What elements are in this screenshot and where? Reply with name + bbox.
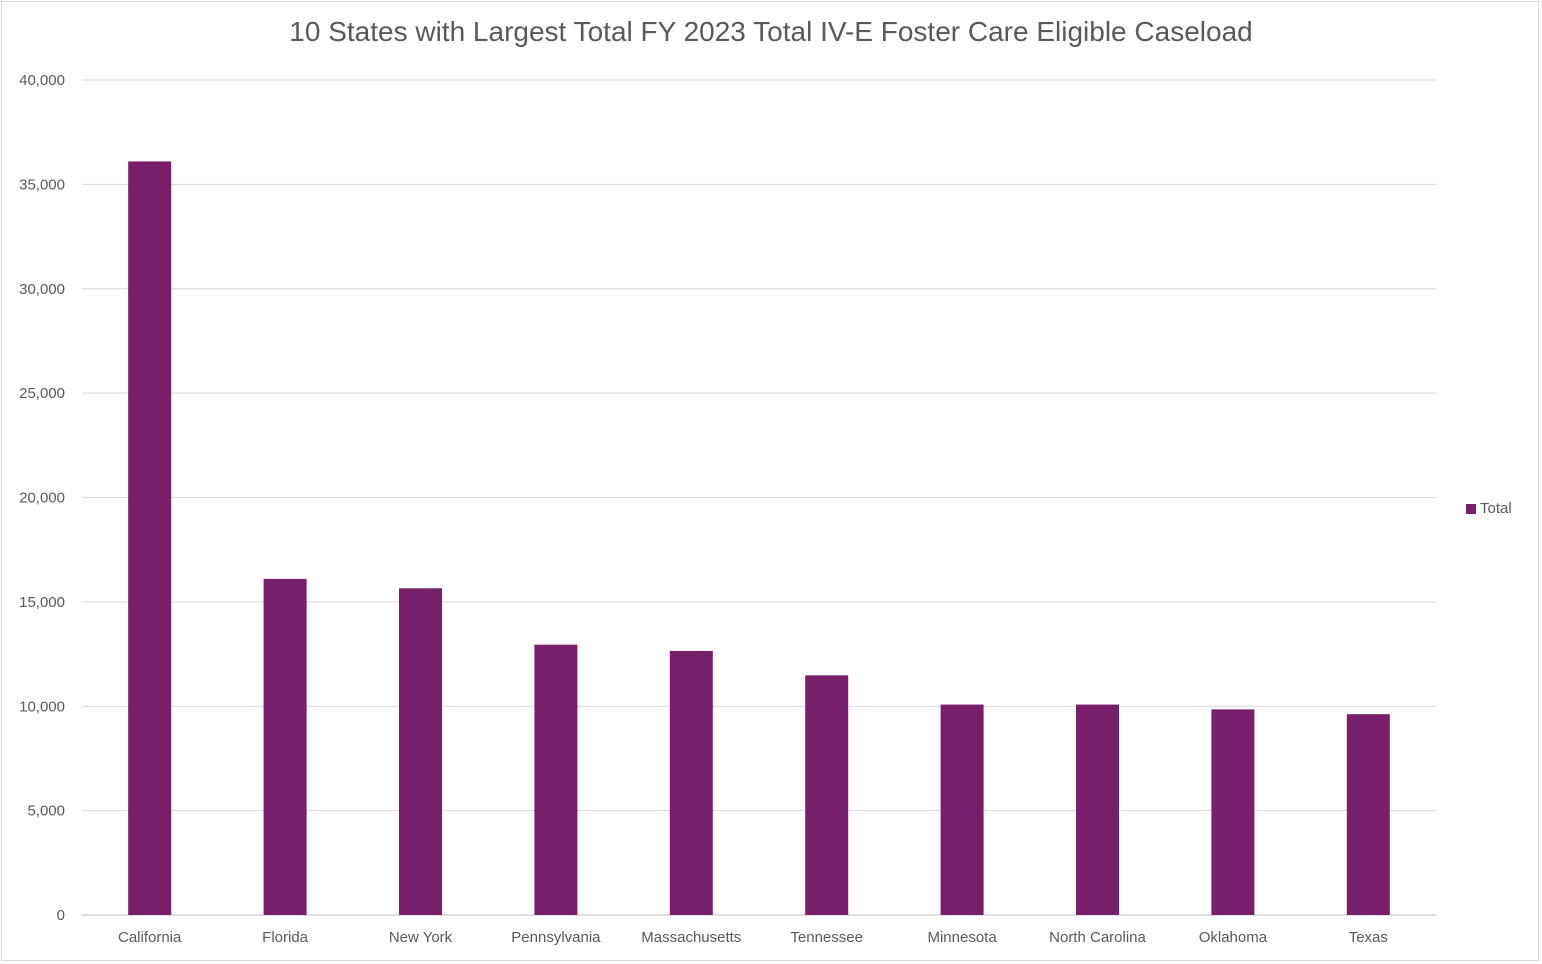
bar-minnesota xyxy=(940,704,984,915)
bar-texas xyxy=(1346,714,1390,915)
x-tick-label: California xyxy=(118,929,182,946)
bar-oklahoma xyxy=(1211,709,1255,915)
bar-pennsylvania xyxy=(534,644,578,915)
x-axis-ticks: California Florida New York Pennsylvania Mas… xyxy=(118,929,1388,946)
x-tick-label: Texas xyxy=(1349,929,1388,946)
y-tick-label: 30,000 xyxy=(19,281,65,298)
bar-florida xyxy=(263,578,307,915)
y-tick-label: 35,000 xyxy=(19,176,65,193)
y-tick-label: 5,000 xyxy=(27,803,65,820)
y-tick-label: 20,000 xyxy=(19,490,65,507)
x-tick-label: New York xyxy=(389,929,453,946)
y-tick-label: 10,000 xyxy=(19,698,65,715)
x-tick-label: Florida xyxy=(262,929,309,946)
y-axis-ticks: 0 5,000 10,000 15,000 20,000 25,000 30,000 35,0… xyxy=(19,72,65,924)
legend: Total xyxy=(1466,500,1512,517)
bar-north-carolina xyxy=(1076,704,1119,915)
chart-title: 10 States with Largest Total FY 2023 Tot… xyxy=(289,16,1253,47)
x-tick-label: Minnesota xyxy=(927,929,997,946)
x-tick-label: North Carolina xyxy=(1049,929,1146,946)
x-tick-label: Massachusetts xyxy=(641,929,741,946)
bar-new-york xyxy=(399,588,442,915)
y-tick-label: 40,000 xyxy=(19,72,65,89)
bars xyxy=(128,161,1390,916)
gridlines xyxy=(82,79,1436,916)
y-tick-label: 15,000 xyxy=(19,594,65,611)
bar-massachusetts xyxy=(669,650,713,915)
legend-label-total: Total xyxy=(1480,500,1512,517)
bar-california xyxy=(128,161,172,916)
y-tick-label: 0 xyxy=(57,907,65,924)
legend-swatch-total xyxy=(1466,503,1476,514)
bar-tennessee xyxy=(805,675,849,915)
y-tick-label: 25,000 xyxy=(19,385,65,402)
x-tick-label: Oklahoma xyxy=(1199,929,1268,946)
x-tick-label: Pennsylvania xyxy=(511,929,601,946)
x-tick-label: Tennessee xyxy=(790,929,863,946)
